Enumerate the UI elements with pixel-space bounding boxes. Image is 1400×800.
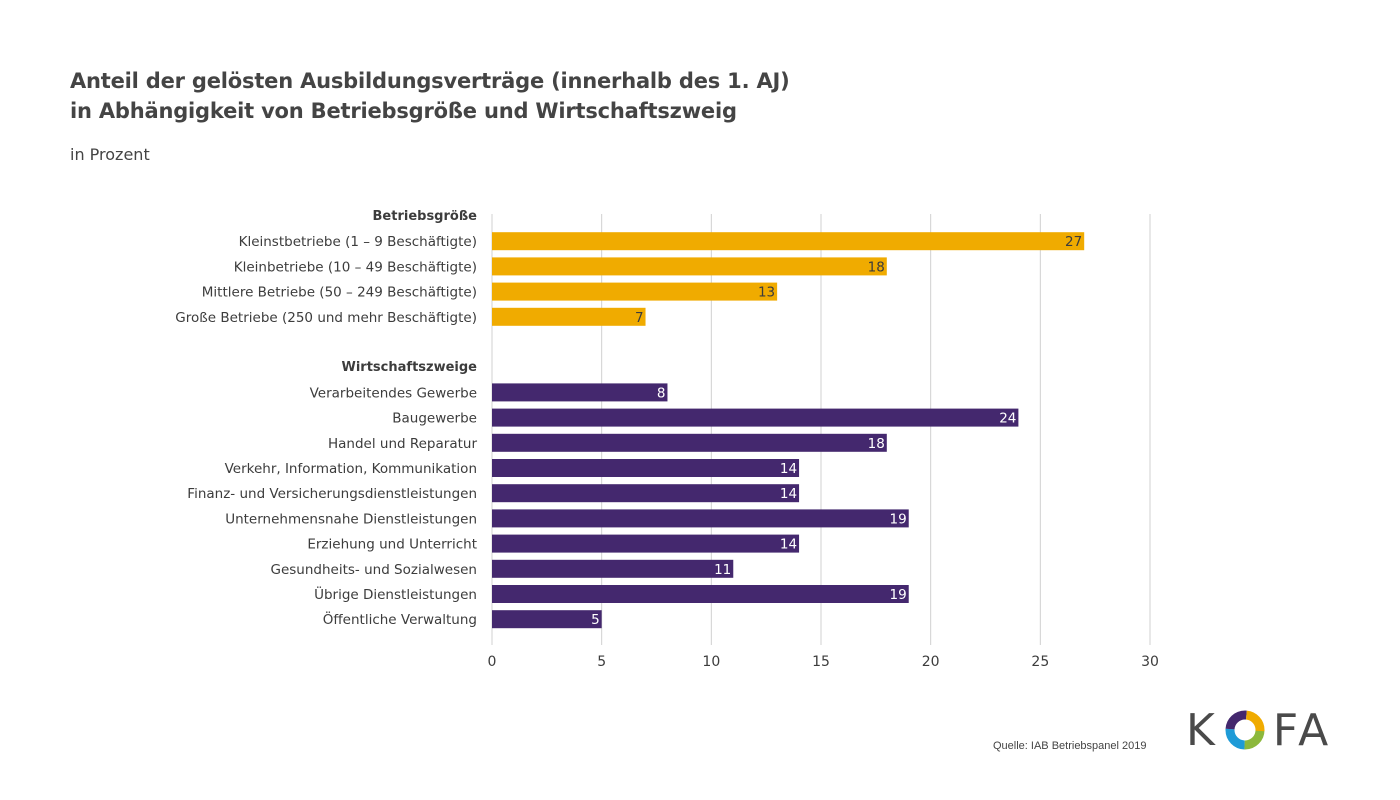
data-label: 8 xyxy=(657,385,666,401)
x-tick-label: 5 xyxy=(597,654,606,670)
category-label: Finanz- und Versicherungsdienstleistunge… xyxy=(187,486,477,502)
data-label: 18 xyxy=(868,436,885,452)
bar xyxy=(492,257,887,276)
bar xyxy=(492,585,909,603)
bar xyxy=(492,484,800,503)
chart-subtitle: in Prozent xyxy=(70,145,150,164)
category-label: Große Betriebe (250 und mehr Beschäftigt… xyxy=(175,310,477,326)
chart-title-line-1: Anteil der gelösten Ausbildungsverträge … xyxy=(70,69,790,93)
bar xyxy=(492,232,1085,251)
data-label: 27 xyxy=(1065,234,1082,250)
data-label: 14 xyxy=(780,486,797,502)
x-tick-label: 30 xyxy=(1141,654,1159,670)
bar xyxy=(492,610,602,629)
group-header: Betriebsgröße xyxy=(373,209,478,224)
bar xyxy=(492,459,800,477)
kofa-logo-ring-icon xyxy=(1225,710,1265,750)
data-label: 19 xyxy=(890,587,907,603)
x-tick-label: 0 xyxy=(488,654,497,670)
category-label: Verarbeitendes Gewerbe xyxy=(310,385,477,401)
data-label: 24 xyxy=(999,411,1016,427)
x-tick-label: 20 xyxy=(922,654,940,670)
chart-title-line-2: in Abhängigkeit von Betriebsgröße und Wi… xyxy=(70,99,737,123)
data-label: 14 xyxy=(780,461,797,477)
x-tick-label: 10 xyxy=(702,654,720,670)
bar xyxy=(492,534,800,553)
bar xyxy=(492,307,646,326)
category-label: Erziehung und Unterricht xyxy=(307,537,477,553)
bar xyxy=(492,433,887,452)
bar xyxy=(492,559,734,578)
x-tick-label: 25 xyxy=(1031,654,1049,670)
category-label: Unternehmensnahe Dienstleistungen xyxy=(225,511,477,527)
category-label: Übrige Dienstleistungen xyxy=(314,585,477,603)
group-header: Wirtschaftszweige xyxy=(342,360,478,375)
data-label: 7 xyxy=(635,310,644,326)
data-label: 11 xyxy=(714,562,731,578)
data-label: 14 xyxy=(780,537,797,553)
chart-title: Anteil der gelösten Ausbildungsverträge … xyxy=(70,66,790,126)
source-note: Quelle: IAB Betriebspanel 2019 xyxy=(993,740,1147,752)
bar xyxy=(492,408,1019,427)
category-label: Öffentliche Verwaltung xyxy=(323,610,477,628)
data-label: 18 xyxy=(868,259,885,275)
category-label: Verkehr, Information, Kommunikation xyxy=(225,461,477,477)
category-label: Baugewerbe xyxy=(392,411,477,427)
category-label: Mittlere Betriebe (50 – 249 Beschäftigte… xyxy=(202,285,477,301)
data-label: 5 xyxy=(591,612,600,628)
category-label: Kleinstbetriebe (1 – 9 Beschäftigte) xyxy=(239,234,477,250)
bar xyxy=(492,509,909,528)
category-label: Gesundheits- und Sozialwesen xyxy=(271,562,478,578)
data-label: 19 xyxy=(890,511,907,527)
bar xyxy=(492,383,668,402)
category-label: Kleinbetriebe (10 – 49 Beschäftigte) xyxy=(234,259,477,275)
category-label: Handel und Reparatur xyxy=(328,436,477,452)
data-label: 13 xyxy=(758,285,775,301)
bar xyxy=(492,282,778,301)
x-tick-label: 15 xyxy=(812,654,830,670)
kofa-logo: K FA xyxy=(1186,704,1333,756)
